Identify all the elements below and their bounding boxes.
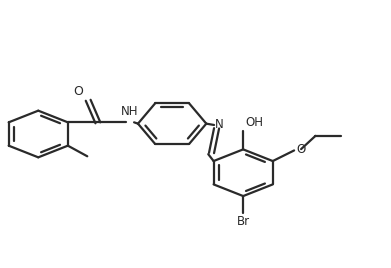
Text: O: O [296,143,305,156]
Text: OH: OH [245,117,263,129]
Text: Br: Br [237,215,250,228]
Text: O: O [74,85,84,98]
Text: N: N [215,118,224,131]
Text: NH: NH [121,105,138,118]
